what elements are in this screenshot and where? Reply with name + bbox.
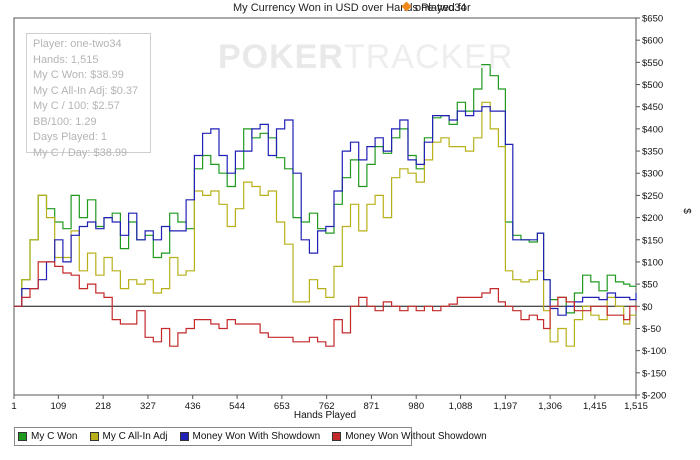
stat-days: Days Played: 1: [33, 131, 107, 143]
y-tick-label: $50: [642, 280, 658, 291]
y-tick-label: $400: [642, 124, 663, 135]
y-tick-label: $500: [642, 80, 663, 91]
legend-swatch: [89, 432, 99, 441]
legend-item[interactable]: Money Won With Showdown: [179, 431, 320, 442]
legend-item[interactable]: Money Won Without Showdown: [332, 431, 487, 442]
plot-area: [13, 17, 637, 396]
x-tick-label: 327: [140, 401, 156, 412]
y-tick-label: $600: [642, 36, 663, 47]
x-tick-label: 544: [229, 401, 245, 412]
stat-bb100: BB/100: 1.29: [33, 115, 97, 128]
legend-swatch: [18, 432, 27, 441]
y-tick-label: $550: [642, 58, 663, 69]
x-tick-label: 1: [11, 401, 16, 412]
y-tick-label: $650: [642, 14, 663, 25]
y-tick-label: $450: [642, 102, 663, 113]
series-line-3: [14, 106, 637, 316]
legend: My C Won My C All-In Adj Money Won With …: [14, 427, 487, 446]
y-tick-label: $-50: [642, 324, 661, 335]
x-tick-label: 1,515: [624, 401, 648, 412]
chart-title-player: one-two34: [415, 2, 466, 14]
x-tick-label: 653: [274, 401, 290, 412]
x-tick-label: 109: [50, 401, 66, 412]
y-tick-label: $300: [642, 169, 663, 180]
y-tick-label: $-150: [642, 368, 666, 379]
legend-swatch: [179, 432, 189, 441]
legend-item[interactable]: My C All-In Adj: [89, 431, 168, 442]
chart-title: My Currency Won in USD over Hands Played…: [233, 2, 471, 14]
x-tick-label: 436: [185, 401, 201, 412]
stat-hands: Hands: 1,515: [33, 53, 99, 66]
pokertracker-watermark: POKERTRACKER: [218, 38, 514, 76]
stat-won: My C Won: $38.99: [33, 69, 124, 81]
stat-perday: My C / Day: $38.99: [33, 146, 128, 159]
x-axis: 1 109 218 327 436 544 653 762 871 980 1,088 1,197 1,…: [11, 395, 648, 412]
x-tick-label: 762: [319, 401, 335, 412]
x-tick-label: 1,197: [493, 401, 517, 412]
x-axis-label: Hands Played: [294, 410, 356, 421]
y-tick-label: $100: [642, 257, 663, 268]
y-tick-label: $-200: [642, 391, 666, 402]
stat-allin: My C All-In Adj: $0.37: [33, 84, 139, 97]
y-axis: $-200 $-150 $-100 $-50 $0 $50 $100 $150 $200 $250…: [636, 14, 666, 402]
x-tick-label: 1,088: [449, 401, 473, 412]
stats-box: Player: one-two34 Hands: 1,515 My C Won:…: [26, 33, 151, 159]
legend-item[interactable]: My C Won: [18, 431, 78, 442]
x-tick-label: 218: [95, 401, 111, 412]
y-tick-label: $0: [642, 302, 653, 313]
y-tick-label: $250: [642, 191, 663, 202]
x-tick-label: 980: [408, 401, 424, 412]
y-tick-label: $350: [642, 147, 663, 158]
stat-per100: My C / 100: $2.57: [33, 100, 120, 112]
legend-swatch: [332, 432, 342, 441]
y-tick-label: $-100: [642, 346, 666, 357]
x-tick-label: 1,415: [583, 401, 607, 412]
y-axis-label: $: [681, 208, 692, 214]
y-tick-label: $150: [642, 235, 663, 246]
series-layer: [14, 63, 637, 347]
series-line-4: [14, 261, 637, 347]
series-line-2: [14, 101, 636, 347]
y-tick-label: $200: [642, 213, 663, 224]
stat-player: Player: one-two34: [33, 38, 122, 50]
x-tick-label: 871: [363, 401, 379, 412]
x-tick-label: 1,306: [538, 401, 562, 412]
